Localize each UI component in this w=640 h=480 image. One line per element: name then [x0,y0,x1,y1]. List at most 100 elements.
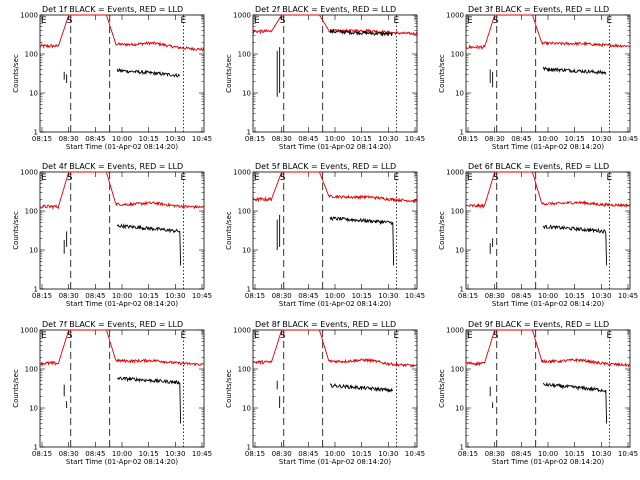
y-tick-label: 10 [455,90,464,98]
x-tick-label: 08:45 [511,450,531,458]
x-tick-label: 10:45 [618,450,638,458]
lld-series [39,171,205,211]
x-axis-label: Start Time (01-Apr-02 08:14:20) [279,458,391,466]
x-tick-label: 10:30 [591,450,611,458]
x-tick-label: 10:00 [325,450,345,458]
x-tick-label: 10:30 [378,135,398,143]
lld-series [252,329,418,369]
panel-title: Det 2f BLACK = Events, RED = LLD [255,5,396,14]
x-axis-label: Start Time (01-Apr-02 08:14:20) [279,300,391,308]
y-tick-label: 1 [34,129,38,137]
left-edge-marker: E [254,16,260,26]
x-tick-label: 08:30 [59,292,79,300]
y-tick-label: 1000 [20,327,38,335]
x-tick-label: 08:45 [511,135,531,143]
x-tick-label: 10:15 [352,135,372,143]
y-tick-label: 1 [247,444,251,452]
x-tick-label: 10:15 [139,292,159,300]
y-axis-label: Counts/sec [438,211,446,250]
x-tick-label: 08:30 [272,135,292,143]
x-tick-label: 10:00 [112,450,132,458]
x-tick-label: 10:45 [405,450,425,458]
y-tick-label: 1000 [233,169,251,177]
y-tick-label: 10 [242,247,251,255]
x-tick-label: 10:00 [538,450,558,458]
y-tick-label: 10 [242,405,251,413]
left-edge-marker: E [41,331,47,341]
panel-title: Det 4f BLACK = Events, RED = LLD [42,162,183,171]
y-tick-label: 1 [460,286,464,294]
left-edge-marker: E [467,16,473,26]
y-axis-label: Counts/sec [12,369,20,408]
y-tick-label: 100 [25,208,38,216]
events-series [116,67,181,78]
x-tick-label: 10:00 [112,292,132,300]
y-tick-label: 1 [34,444,38,452]
panel-title: Det 7f BLACK = Events, RED = LLD [42,320,183,329]
y-tick-label: 1 [247,286,251,294]
start-marker-label: S [280,173,286,183]
events-series [542,66,607,76]
x-tick-label: 10:15 [565,450,585,458]
y-tick-label: 1000 [233,327,251,335]
x-tick-label: 08:30 [272,292,292,300]
panel-1: Det 1f BLACK = Events, RED = LLD 1 10 100 10… [12,5,212,151]
events-series [116,223,182,266]
y-axis-label: Counts/sec [225,54,233,93]
x-tick-label: 08:45 [85,450,105,458]
x-tick-label: 10:30 [165,292,185,300]
x-tick-label: 10:00 [325,292,345,300]
panel-title: Det 5f BLACK = Events, RED = LLD [255,162,396,171]
x-tick-label: 08:45 [85,135,105,143]
y-tick-label: 100 [25,51,38,59]
left-edge-marker: E [254,331,260,341]
y-tick-label: 1000 [446,12,464,20]
x-tick-label: 08:30 [272,450,292,458]
left-edge-marker: E [467,331,473,341]
x-tick-label: 10:15 [352,450,372,458]
panel-8: Det 8f BLACK = Events, RED = LLD 1 10 100 10… [225,320,425,466]
panel-title: Det 3f BLACK = Events, RED = LLD [468,5,609,14]
x-axis-label: Start Time (01-Apr-02 08:14:20) [492,300,604,308]
y-tick-label: 10 [29,247,38,255]
y-tick-label: 100 [451,366,464,374]
y-tick-label: 1000 [446,327,464,335]
y-axis-label: Counts/sec [438,369,446,408]
end-marker-label: E [181,16,187,26]
y-tick-label: 10 [29,405,38,413]
y-tick-label: 100 [238,51,251,59]
y-tick-label: 10 [455,247,464,255]
lld-series [465,14,630,51]
panel-title: Det 1f BLACK = Events, RED = LLD [42,5,183,14]
x-tick-label: 10:30 [165,135,185,143]
y-tick-label: 1000 [20,12,38,20]
start-marker-label: S [67,173,73,183]
start-marker-label: S [280,16,286,26]
x-tick-label: 08:15 [245,450,265,458]
start-marker-label: S [280,331,286,341]
y-tick-label: 10 [242,90,251,98]
lld-series [252,14,418,36]
y-tick-label: 100 [238,208,251,216]
y-tick-label: 1 [460,444,464,452]
x-tick-label: 10:15 [139,135,159,143]
events-series [329,216,395,266]
lld-series [39,14,205,52]
panel-title: Det 6f BLACK = Events, RED = LLD [468,162,609,171]
x-tick-label: 08:45 [298,450,318,458]
x-tick-label: 08:45 [298,292,318,300]
x-tick-label: 10:45 [192,450,212,458]
y-axis-label: Counts/sec [438,54,446,93]
x-axis-label: Start Time (01-Apr-02 08:14:20) [492,458,604,466]
panel-7: Det 7f BLACK = Events, RED = LLD 1 10 100 10… [12,320,212,466]
y-tick-label: 1000 [233,12,251,20]
x-axis-label: Start Time (01-Apr-02 08:14:20) [66,143,178,151]
left-edge-marker: E [254,173,260,183]
y-tick-label: 100 [451,51,464,59]
end-marker-label: E [181,173,187,183]
x-axis-label: Start Time (01-Apr-02 08:14:20) [492,143,604,151]
x-tick-label: 08:15 [32,135,52,143]
y-axis-label: Counts/sec [225,369,233,408]
end-marker-label: E [394,173,400,183]
